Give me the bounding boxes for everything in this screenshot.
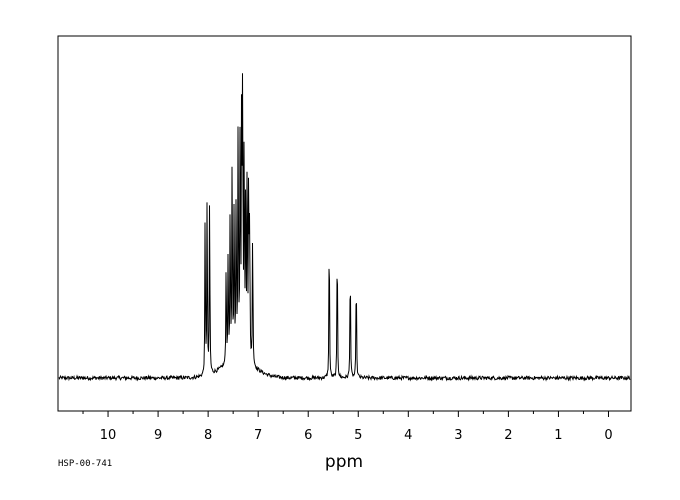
- spectrum-trace: [58, 73, 631, 382]
- x-tick-label: 5: [354, 428, 362, 443]
- x-axis-label: ppm: [325, 452, 363, 472]
- x-tick-label: 9: [154, 428, 162, 443]
- x-tick-label: 4: [404, 428, 412, 443]
- x-tick-label: 3: [454, 428, 462, 443]
- x-tick-label: 7: [254, 428, 262, 443]
- x-tick-label: 0: [604, 428, 612, 443]
- x-tick-label: 10: [100, 428, 117, 443]
- x-tick-label: 2: [504, 428, 512, 443]
- plot-frame: [57, 35, 632, 412]
- spectrum-id-label: HSP-00-741: [58, 459, 112, 469]
- x-tick-label: 1: [554, 428, 562, 443]
- x-axis: 10 9 8 7 6 5 4 3 2 1 0: [82, 411, 613, 443]
- x-tick-label: 8: [204, 428, 212, 443]
- x-tick-label: 6: [304, 428, 312, 443]
